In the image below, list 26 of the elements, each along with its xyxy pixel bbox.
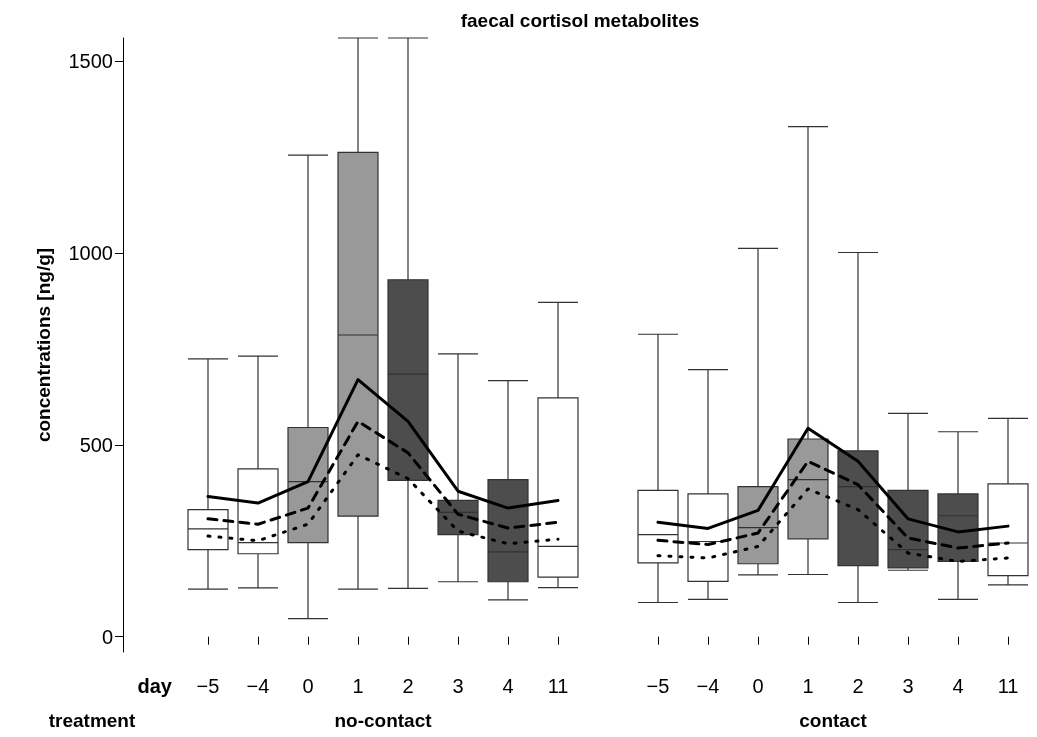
- y-tick-label: 1500: [68, 50, 113, 73]
- x-tick-label: 3: [452, 675, 464, 697]
- y-tick-label: 0: [101, 625, 113, 648]
- y-tick-label: 1000: [68, 241, 113, 264]
- x-tick-label: 0: [752, 675, 764, 697]
- x-tick-label: 1: [802, 675, 814, 697]
- x-tick-label: 2: [402, 675, 414, 697]
- x-tick-label: 2: [852, 675, 864, 697]
- y-tick-label: 500: [79, 433, 113, 456]
- x-tick-label: −4: [246, 675, 270, 697]
- chart-title: faecal cortisol metabolites: [460, 10, 700, 31]
- x-axis-title: day: [137, 675, 173, 697]
- x-tick-label: 11: [547, 675, 569, 697]
- x-tick-label: −5: [196, 675, 220, 697]
- text: no-contact: [334, 709, 433, 731]
- text: contact: [799, 709, 868, 731]
- x-tick-label: −5: [646, 675, 670, 697]
- y-axis-title: concentrations [ng/g]: [33, 247, 54, 443]
- x-tick-label: −4: [696, 675, 720, 697]
- text: treatment: [48, 709, 136, 731]
- x-tick-label: 4: [502, 675, 514, 697]
- x-tick-label: 1: [352, 675, 364, 697]
- x-tick-label: 0: [302, 675, 314, 697]
- x-tick-label: 11: [997, 675, 1019, 697]
- x-tick-label: 3: [902, 675, 914, 697]
- x-tick-label: 4: [952, 675, 964, 697]
